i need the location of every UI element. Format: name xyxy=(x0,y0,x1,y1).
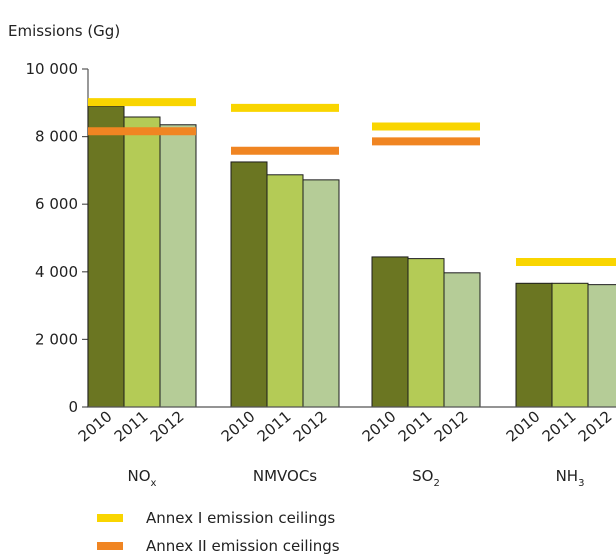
bar-so2-2010 xyxy=(371,256,409,408)
y-tick-label: 8 000 xyxy=(35,128,78,146)
bar-nmvocs-2012 xyxy=(302,179,340,408)
x-tick-label-2010: 2010 xyxy=(75,407,116,445)
legend: Annex I emission ceilings Annex II emissi… xyxy=(97,509,340,554)
legend-swatch xyxy=(97,542,123,550)
x-tick-label-2011: 2011 xyxy=(111,407,152,445)
x-tick-label-2012: 2012 xyxy=(431,407,472,445)
x-tick-label-2010: 2010 xyxy=(218,407,259,445)
x-tick-label-2010: 2010 xyxy=(503,407,544,445)
bar-nh3-2012 xyxy=(587,284,616,408)
bar-nox-2011 xyxy=(123,116,161,408)
legend-swatch xyxy=(97,514,123,522)
bar-nmvocs-2011 xyxy=(266,174,304,408)
bar-nh3-2010 xyxy=(515,282,553,408)
bar-nh3-2011 xyxy=(551,282,589,408)
x-tick-label-2011: 2011 xyxy=(254,407,295,445)
group-label: NOx xyxy=(128,467,157,489)
x-tick-label-2012: 2012 xyxy=(290,407,331,445)
bar-nox-2010 xyxy=(87,105,125,408)
legend-label: Annex II emission ceilings xyxy=(146,537,340,554)
y-tick-label: 4 000 xyxy=(35,263,78,281)
x-tick-label-2010: 2010 xyxy=(359,407,400,445)
bar-so2-2012 xyxy=(443,272,481,408)
y-tick-label: 10 000 xyxy=(26,60,79,78)
x-tick-label-2011: 2011 xyxy=(539,407,580,445)
group-label: NMVOCs xyxy=(253,467,317,485)
y-tick-label: 2 000 xyxy=(35,330,78,348)
x-tick-label-2011: 2011 xyxy=(395,407,436,445)
y-axis-title: Emissions (Gg) xyxy=(8,22,120,40)
group-label: SO2 xyxy=(412,467,440,489)
group-label: NH3 xyxy=(556,467,585,489)
x-tick-label-2012: 2012 xyxy=(147,407,188,445)
legend-label: Annex I emission ceilings xyxy=(146,509,335,527)
bar-nox-2012 xyxy=(159,124,197,408)
y-tick-label: 6 000 xyxy=(35,195,78,213)
x-tick-label-2012: 2012 xyxy=(575,407,616,445)
bar-nmvocs-2010 xyxy=(230,161,268,408)
bar-so2-2011 xyxy=(407,258,445,408)
y-tick-label: 0 xyxy=(68,398,78,416)
